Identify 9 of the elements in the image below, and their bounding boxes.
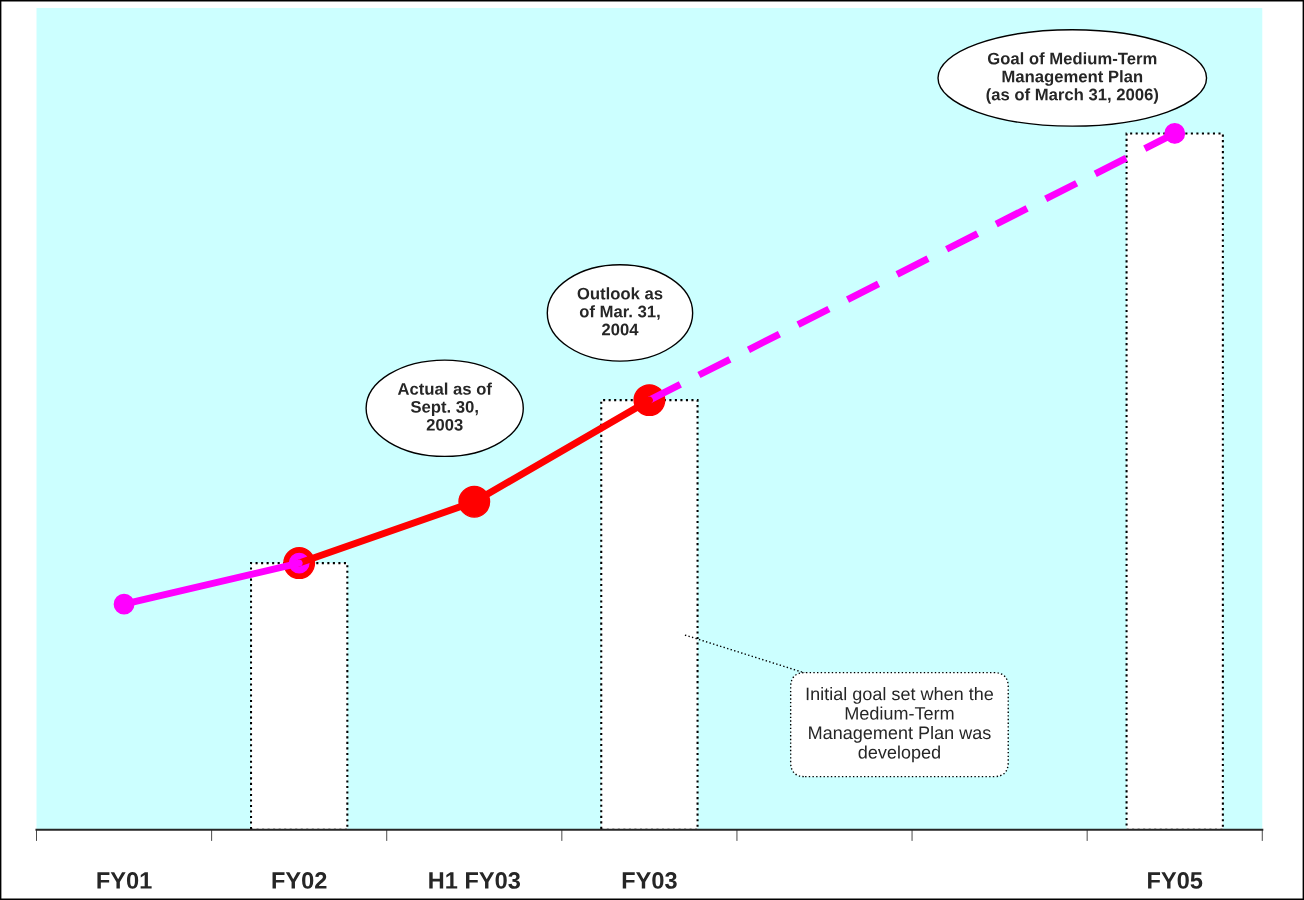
x-tick-label: FY01 (97, 872, 152, 889)
x-tick-label: FY05 (1148, 872, 1203, 889)
x-tick-label: FY03 (622, 872, 677, 889)
annotation: Outlook as of Mar. 31, 2004 (577, 287, 663, 336)
x-tick-label: H1 FY03 (429, 872, 521, 889)
x-tick-label: FY02 (272, 872, 327, 889)
annotation: Actual as of Sept. 30, 2003 (397, 382, 492, 431)
text: Goal of Medium-Term Management Plan (as of March 31, 2006) (986, 52, 1159, 104)
annotation: Initial goal set when the Medium-Term Management Plan was developed (806, 687, 993, 763)
